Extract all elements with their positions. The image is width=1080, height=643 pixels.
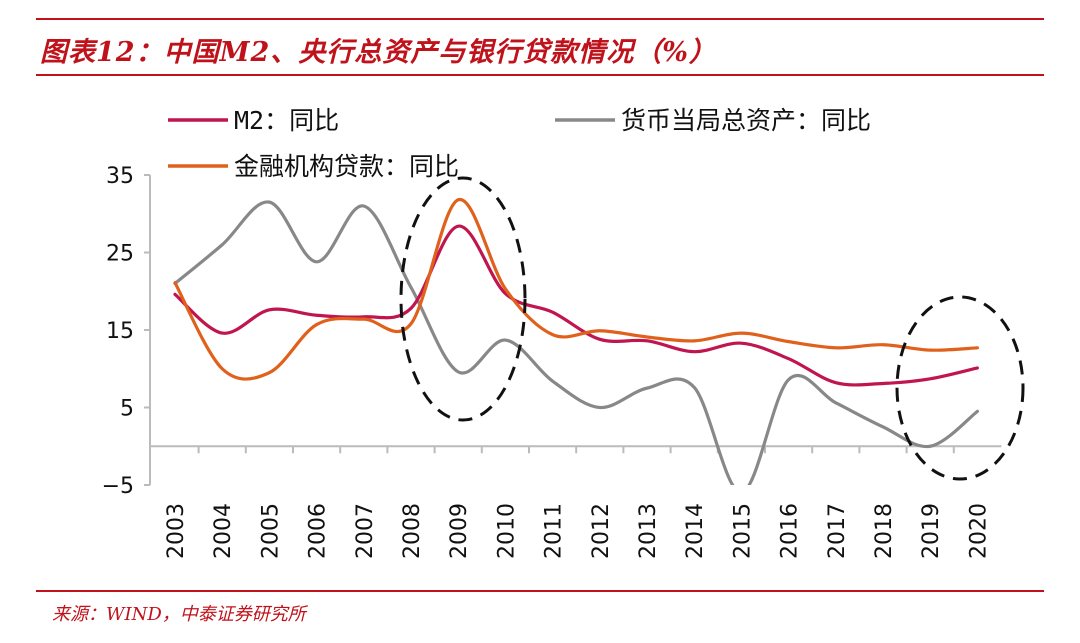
x-tick-label: 2004 xyxy=(211,503,236,559)
y-tick-label: 25 xyxy=(106,242,134,267)
y-tick-label: 5 xyxy=(120,397,134,422)
x-tick-label: 2006 xyxy=(306,503,331,559)
x-tick-label: 2007 xyxy=(353,503,378,559)
bottom-rule xyxy=(36,590,1044,592)
annotation-ellipse-2009 xyxy=(399,176,527,422)
series-line-loans xyxy=(173,198,979,381)
source-note: 来源：WIND，中泰证券研究所 xyxy=(52,604,306,625)
x-tick-label: 2017 xyxy=(825,503,850,559)
x-tick-label: 2013 xyxy=(636,503,661,559)
x-tick-label: 2008 xyxy=(400,503,425,559)
x-tick-label: 2005 xyxy=(258,503,283,559)
x-tick-label: 2015 xyxy=(730,503,755,559)
x-tick-label: 2011 xyxy=(542,503,567,559)
legend-label-loans: 金融机构贷款：同比 xyxy=(234,152,459,181)
title-rule xyxy=(36,74,1044,76)
top-rule xyxy=(36,18,1044,20)
x-tick-label: 2010 xyxy=(494,503,519,559)
x-tick-label: 2016 xyxy=(778,503,803,559)
x-tick-label: 2018 xyxy=(872,503,897,559)
annotation-ellipse-2019-2020 xyxy=(895,295,1025,481)
x-tick-label: 2014 xyxy=(683,503,708,559)
series-line-central_bank xyxy=(173,200,979,485)
y-tick-label: 35 xyxy=(106,164,134,189)
y-tick-label: −5 xyxy=(102,474,134,499)
x-tick-label: 2003 xyxy=(164,503,189,559)
legend-label-m2: M2：同比 xyxy=(234,106,339,135)
x-tick-label: 2019 xyxy=(919,503,944,559)
x-tick-label: 2012 xyxy=(589,503,614,559)
series-line-m2 xyxy=(173,224,979,387)
y-tick-label: 15 xyxy=(106,319,134,344)
x-tick-label: 2009 xyxy=(447,503,472,559)
legend-label-central_bank: 货币当局总资产：同比 xyxy=(621,106,871,135)
chart-title: 图表12：中国M2、央行总资产与银行贷款情况（%） xyxy=(40,37,717,68)
x-tick-label: 2020 xyxy=(966,503,991,559)
